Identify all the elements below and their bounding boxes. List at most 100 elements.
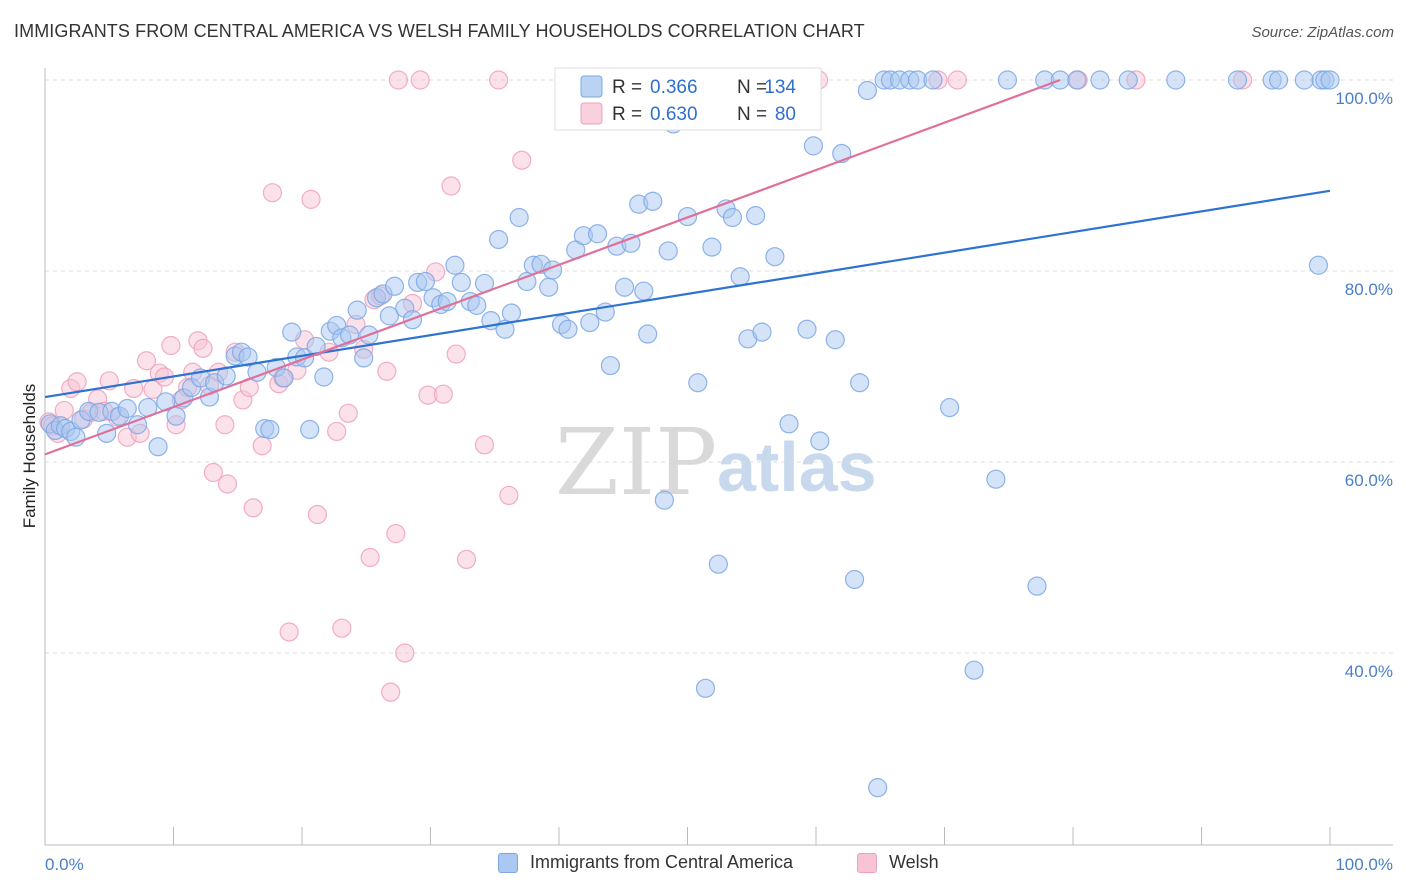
scatter-point <box>868 778 888 798</box>
legend-r-label: R = <box>612 104 642 125</box>
scatter-point <box>850 373 870 393</box>
scatter-point <box>332 618 352 638</box>
legend-item-welsh: Welsh <box>857 852 939 873</box>
source-note: Source: ZipAtlas.com <box>1251 24 1394 41</box>
y-tick-label: 40.0% <box>1345 662 1393 681</box>
scatter-point <box>517 271 537 292</box>
legend-swatch-welsh <box>857 852 877 873</box>
stats-legend: R = 0.366 N = 134 R = 0.630 N = 80 <box>554 67 822 131</box>
scatter-point <box>161 335 181 356</box>
scatter-point <box>1308 255 1329 275</box>
legend-item-central-america: Immigrants from Central America <box>498 852 793 873</box>
watermark-zip: ZIP <box>555 409 717 516</box>
scatter-point <box>964 660 984 680</box>
x-tick-label-max: 100.0% <box>1335 855 1393 874</box>
scatter-point <box>203 462 223 483</box>
scatter-point <box>441 176 461 196</box>
y-tick-label: 60.0% <box>1345 471 1393 490</box>
scatter-point <box>634 281 654 301</box>
legend-r-value-welsh: 0.630 <box>650 104 698 125</box>
scatter-point <box>779 414 799 434</box>
scatter-point <box>446 344 466 364</box>
scatter-point <box>708 554 728 574</box>
scatter-point <box>215 415 235 435</box>
legend-r-value-central-america: 0.366 <box>650 77 698 98</box>
scatter-point <box>381 682 401 702</box>
scatter-point <box>377 361 397 381</box>
scatter-point <box>688 373 708 393</box>
scatter-point <box>1268 70 1289 90</box>
scatter-point <box>1320 70 1340 90</box>
scatter-point <box>940 397 960 418</box>
scatter-point <box>997 70 1018 90</box>
scatter-point <box>354 348 374 368</box>
scatter-point <box>67 372 87 392</box>
legend-n-label: N = <box>737 104 767 125</box>
scatter-point <box>844 569 865 590</box>
legend-n-value-central-america: 134 <box>764 77 796 98</box>
scatter-point <box>474 435 495 455</box>
scatter-point <box>986 469 1006 489</box>
legend-r-label: R = <box>612 77 642 98</box>
scatter-point <box>395 643 415 663</box>
trend-line <box>44 189 1331 399</box>
scatter-point <box>274 368 294 388</box>
chart-title: IMMIGRANTS FROM CENTRAL AMERICA VS WELSH… <box>14 21 865 41</box>
legend-swatch-welsh <box>580 102 603 125</box>
scatter-point <box>127 415 148 435</box>
scatter-point <box>148 437 168 457</box>
scatter-point <box>947 70 967 90</box>
scatter-point <box>489 229 509 250</box>
y-tick-labels: 100.0% 80.0% 60.0% 40.0% <box>1335 89 1393 681</box>
scatter-point <box>166 406 186 426</box>
scatter-point <box>587 224 608 244</box>
scatter-point <box>117 398 137 419</box>
scatter-point <box>810 431 830 451</box>
scatter-point <box>803 136 824 156</box>
scatter-point <box>746 206 766 226</box>
y-tick-label: 80.0% <box>1345 280 1393 299</box>
scatter-point <box>654 490 674 510</box>
scatter-point <box>193 338 213 358</box>
scatter-point <box>702 237 722 257</box>
scatter-point <box>638 324 658 344</box>
scatter-point <box>857 80 878 101</box>
scatter-point <box>388 70 408 90</box>
scatter-point <box>752 322 772 342</box>
y-tick-label: 100.0% <box>1335 89 1393 108</box>
scatter-point <box>580 312 600 333</box>
scatter-point <box>252 436 272 456</box>
scatter-point <box>1067 70 1087 90</box>
scatter-point <box>643 191 663 211</box>
central-america-points <box>40 70 1340 798</box>
scatter-point <box>923 70 943 90</box>
scatter-point <box>282 322 302 342</box>
scatter-point <box>327 421 347 442</box>
legend-swatch-central-america <box>498 852 518 873</box>
scatter-point <box>347 300 367 320</box>
scatter-point <box>410 70 430 90</box>
scatter-point <box>433 384 453 404</box>
scatter-point <box>558 319 578 339</box>
scatter-point <box>1027 576 1047 596</box>
trend-line <box>44 78 1061 456</box>
scatter-point <box>238 347 258 367</box>
scatter-point <box>307 504 328 525</box>
watermark-atlas: atlas <box>717 428 877 506</box>
scatter-point <box>509 207 529 228</box>
y-axis-title: Family Households <box>20 384 39 529</box>
legend-n-value-welsh: 80 <box>775 104 796 125</box>
scatter-point <box>243 498 263 518</box>
scatter-point <box>386 524 406 544</box>
scatter-point <box>301 189 321 209</box>
scatter-point <box>136 351 157 371</box>
scatter-point <box>445 255 465 275</box>
scatter-point <box>262 183 283 203</box>
scatter-point <box>217 474 238 494</box>
scatter-point <box>467 295 487 315</box>
scatter-point <box>360 547 380 568</box>
scatter-point <box>1090 70 1110 90</box>
scatter-point <box>260 419 280 440</box>
scatter-point <box>797 319 817 339</box>
scatter-point <box>451 272 471 293</box>
